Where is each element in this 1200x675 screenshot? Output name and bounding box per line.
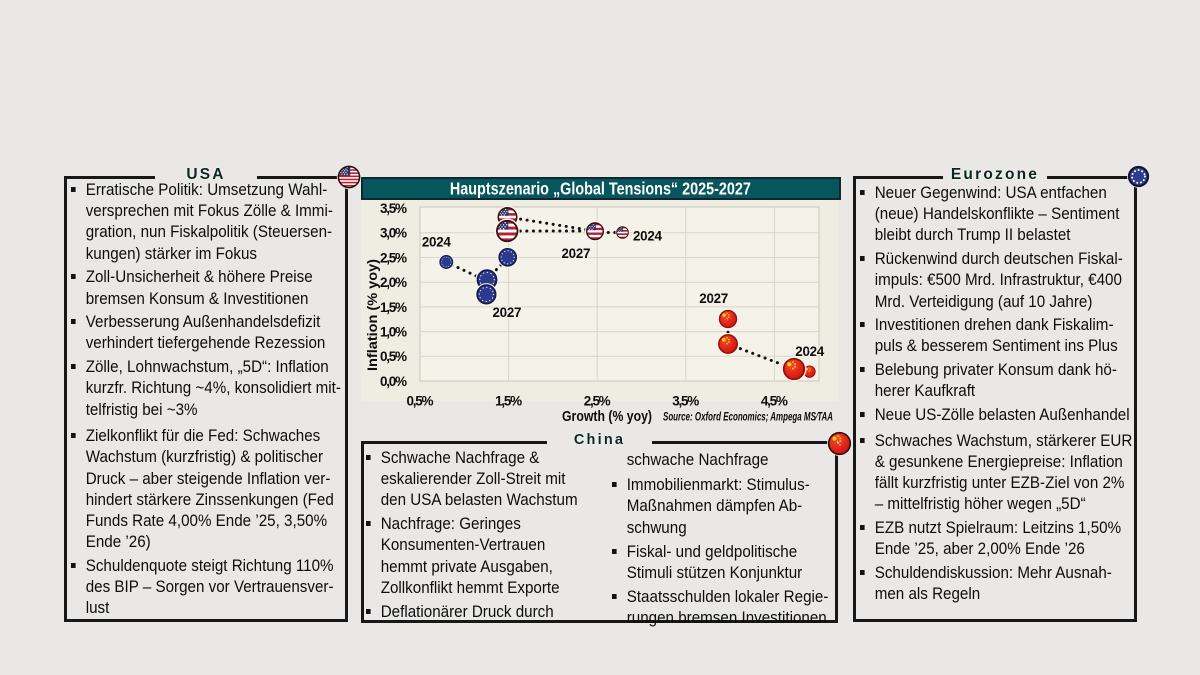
svg-text:2027: 2027	[493, 305, 522, 320]
svg-text:Source: Oxford Economics; Ampe: Source: Oxford Economics; Ampega MS⁄TAA	[663, 412, 833, 424]
svg-text:2024: 2024	[795, 344, 824, 359]
svg-text:0,5%: 0,5%	[380, 349, 407, 364]
svg-text:2024: 2024	[633, 229, 662, 244]
svg-text:1,5%: 1,5%	[380, 300, 407, 315]
svg-text:2027: 2027	[699, 291, 728, 306]
svg-text:1,0%: 1,0%	[380, 325, 407, 340]
svg-text:3,5%: 3,5%	[380, 201, 407, 216]
svg-text:1,5%: 1,5%	[495, 394, 522, 409]
svg-text:Inflation (% yoy): Inflation (% yoy)	[365, 259, 380, 371]
svg-text:4,5%: 4,5%	[761, 394, 788, 409]
svg-text:3,5%: 3,5%	[672, 394, 699, 409]
svg-text:2027: 2027	[562, 246, 591, 261]
svg-text:Hauptszenario „Global Tensions: Hauptszenario „Global Tensions“ 2025-202…	[450, 179, 751, 199]
svg-text:2024: 2024	[422, 235, 451, 250]
svg-text:0,5%: 0,5%	[407, 394, 434, 409]
svg-text:2,0%: 2,0%	[380, 275, 407, 290]
svg-text:3,0%: 3,0%	[380, 226, 407, 241]
svg-text:2,5%: 2,5%	[584, 394, 611, 409]
svg-text:0,0%: 0,0%	[380, 374, 407, 389]
svg-text:Growth (% yoy): Growth (% yoy)	[562, 409, 652, 424]
svg-text:2,5%: 2,5%	[380, 250, 407, 265]
